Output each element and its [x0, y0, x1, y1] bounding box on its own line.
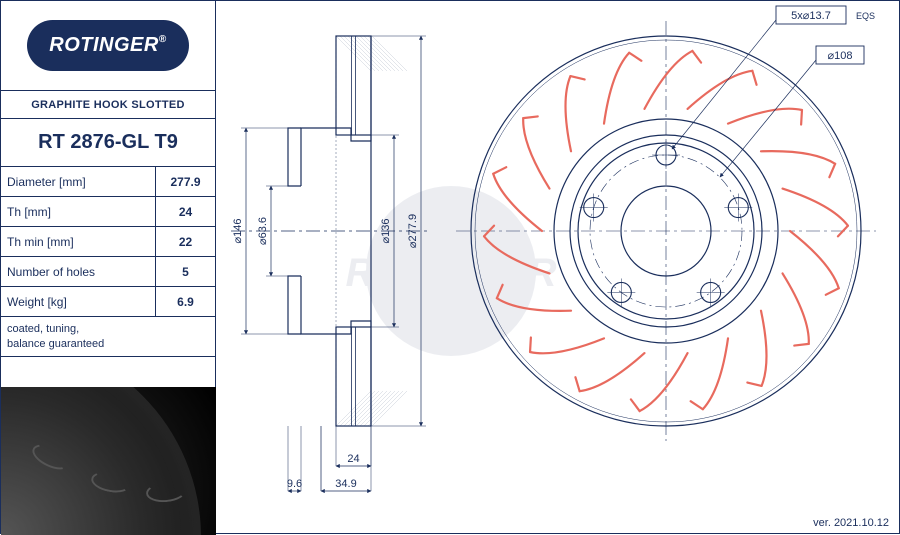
spec-value: 22: [156, 227, 215, 256]
product-subtitle: GRAPHITE HOOK SLOTTED: [1, 91, 215, 119]
svg-text:9.6: 9.6: [287, 478, 302, 490]
svg-text:24: 24: [347, 453, 359, 465]
version-label: ver. 2021.10.12: [813, 517, 889, 529]
spec-row-thmin: Th min [mm] 22: [1, 227, 215, 257]
spec-row-th: Th [mm] 24: [1, 197, 215, 227]
spec-value: 6.9: [156, 287, 215, 316]
info-panel: ROTINGER® GRAPHITE HOOK SLOTTED RT 2876-…: [1, 1, 216, 535]
spec-value: 277.9: [156, 167, 215, 196]
product-notes: coated, tuning, balance guaranteed: [1, 317, 215, 357]
technical-drawing: ⌀146 ⌀63.6 ⌀136 ⌀277.9 24 34.9 9.6 5x⌀13.7 EQS ⌀1…: [216, 1, 900, 535]
brand-name: ROTINGER: [49, 34, 159, 56]
svg-text:⌀108: ⌀108: [828, 50, 853, 62]
spec-label: Th [mm]: [1, 197, 156, 226]
svg-text:5x⌀13.7: 5x⌀13.7: [791, 10, 831, 22]
svg-text:⌀277.9: ⌀277.9: [407, 214, 419, 248]
svg-text:⌀63.6: ⌀63.6: [257, 217, 269, 245]
spec-label: Number of holes: [1, 257, 156, 286]
spec-label: Th min [mm]: [1, 227, 156, 256]
spec-value: 24: [156, 197, 215, 226]
spec-value: 5: [156, 257, 215, 286]
front-view: [456, 21, 876, 441]
svg-text:EQS: EQS: [856, 11, 875, 21]
svg-text:34.9: 34.9: [335, 478, 356, 490]
brand-logo: ROTINGER®: [1, 1, 215, 91]
spec-row-weight: Weight [kg] 6.9: [1, 287, 215, 317]
part-number: RT 2876-GL T9: [1, 119, 215, 167]
product-photo: [1, 387, 216, 535]
svg-text:⌀146: ⌀146: [232, 219, 244, 244]
spec-row-holes: Number of holes 5: [1, 257, 215, 287]
spec-row-diameter: Diameter [mm] 277.9: [1, 167, 215, 197]
spec-label: Diameter [mm]: [1, 167, 156, 196]
spec-label: Weight [kg]: [1, 287, 156, 316]
svg-text:⌀136: ⌀136: [380, 219, 392, 244]
brand-registered: ®: [159, 34, 167, 45]
